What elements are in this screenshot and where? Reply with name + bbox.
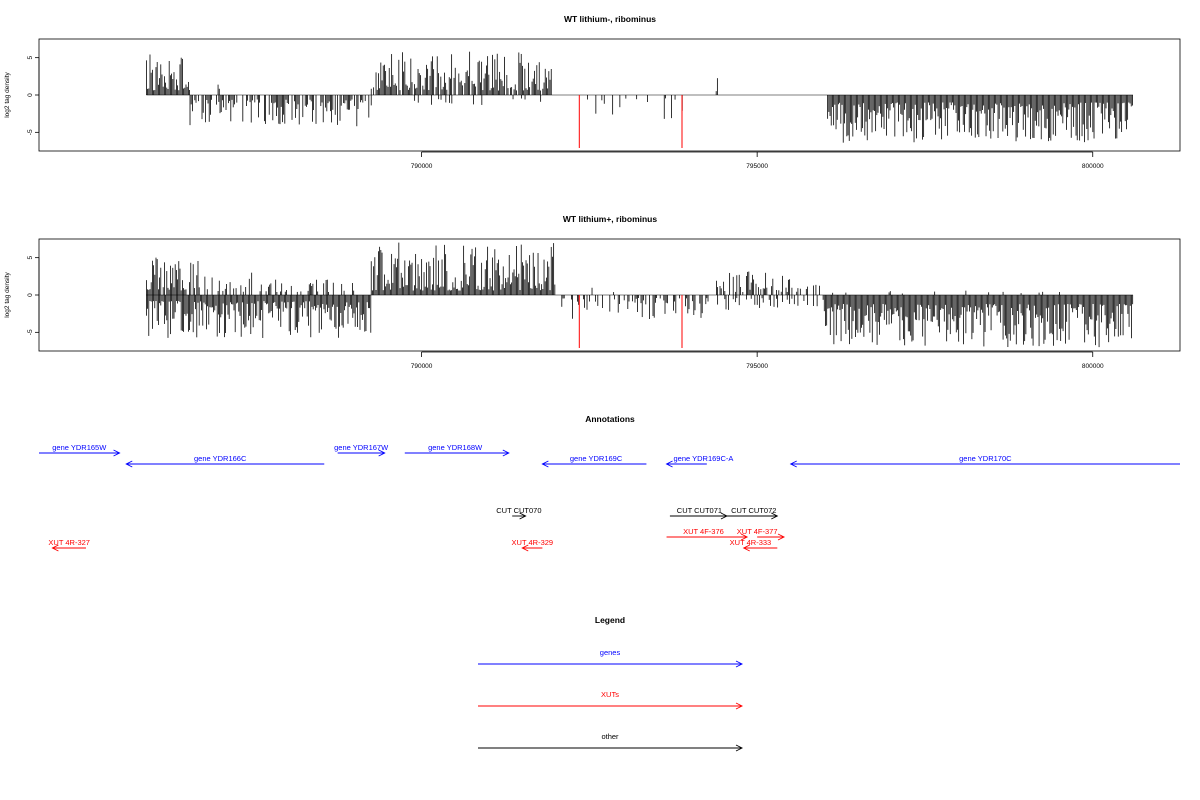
feature-xut: XUT 4F-376 [666, 527, 749, 541]
feature-other: CUT CUT070 [496, 506, 542, 520]
feature-arrow-arrowhead [51, 544, 59, 552]
feature-arrow-arrowhead [541, 460, 549, 468]
y-tick-label: -5 [27, 329, 34, 335]
panel-1-axes: 5 0 -5 790000 795000 800000 [27, 55, 1104, 170]
feature-label: CUT CUT072 [731, 506, 776, 515]
feature-label: gene YDR169C-A [674, 454, 734, 463]
feature-label: XUT 4F-377 [737, 527, 778, 536]
x-tick-label: 795000 [746, 163, 768, 170]
panel-2: WT lithium+, ribominus log2 tag density … [4, 214, 1181, 370]
feature-label: gene YDR167W [334, 443, 389, 452]
feature-xut: XUT 4F-377 [737, 527, 786, 541]
feature-label: XUT 4R-333 [730, 538, 772, 547]
feature-label: gene YDR170C [959, 454, 1012, 463]
legend-arrow-arrowhead [735, 660, 744, 668]
feature-label: gene YDR169C [570, 454, 623, 463]
feature-label: XUT 4F-376 [683, 527, 724, 536]
feature-other: CUT CUT072 [726, 506, 779, 520]
feature-xut: XUT 4R-327 [48, 538, 90, 552]
legend-label: genes [600, 648, 621, 657]
feature-gene: gene YDR170C [789, 454, 1180, 468]
legend-item-other: other [478, 732, 744, 752]
feature-arrow-arrowhead [665, 460, 673, 468]
feature-label: gene YDR165W [52, 443, 107, 452]
feature-arrow-arrowhead [113, 449, 121, 457]
feature-xut: XUT 4R-333 [730, 538, 778, 552]
feature-xut: XUT 4R-329 [512, 538, 554, 552]
feature-label: gene YDR168W [428, 443, 483, 452]
legend-arrow-arrowhead [735, 702, 744, 710]
legend-items: genes XUTs other [478, 648, 744, 752]
y-tick-label: 5 [27, 55, 34, 59]
x-tick-label: 800000 [1082, 363, 1104, 370]
y-tick-label: 5 [27, 255, 34, 259]
feature-label: CUT CUT071 [677, 506, 722, 515]
panel-1-title: WT lithium-, ribominus [564, 14, 656, 24]
x-tick-label: 790000 [411, 363, 433, 370]
annotations-title: Annotations [585, 414, 635, 424]
legend-label: XUTs [601, 690, 619, 699]
panel-1: WT lithium-, ribominus log2 tag density … [4, 14, 1181, 170]
feature-label: XUT 4R-329 [512, 538, 554, 547]
x-tick-label: 800000 [1082, 163, 1104, 170]
legend-arrow-arrowhead [735, 744, 744, 752]
panel-2-bars [145, 242, 1134, 349]
panel-2-axes: 5 0 -5 790000 795000 800000 [27, 255, 1104, 370]
feature-arrow-arrowhead [740, 533, 749, 541]
panel-2-title: WT lithium+, ribominus [563, 214, 657, 224]
y-tick-label: 0 [27, 293, 34, 297]
y-tick-label: 0 [27, 93, 34, 97]
x-tick-label: 790000 [411, 163, 433, 170]
feature-other: CUT CUT071 [669, 506, 728, 520]
feature-gene: gene YDR167W [334, 443, 389, 457]
feature-arrow-arrowhead [125, 460, 133, 468]
feature-label: XUT 4R-327 [48, 538, 90, 547]
panel-1-ylabel: log2 tag density [4, 71, 11, 117]
legend-label: other [601, 732, 619, 741]
y-tick-label: -5 [27, 129, 34, 135]
panel-1-bars [145, 51, 1134, 149]
feature-gene: gene YDR169C [541, 454, 647, 468]
feature-arrow-arrowhead [777, 533, 786, 541]
feature-gene: gene YDR166C [125, 454, 325, 468]
feature-arrow-arrowhead [789, 460, 797, 468]
legend-item-xut: XUTs [478, 690, 744, 710]
feature-arrow-arrowhead [771, 512, 779, 520]
feature-gene: gene YDR169C-A [665, 454, 734, 468]
feature-label: gene YDR166C [194, 454, 247, 463]
feature-arrow-arrowhead [521, 544, 529, 552]
feature-label: CUT CUT070 [496, 506, 541, 515]
annotation-features: gene YDR165W gene YDR166C gene YDR167W gene… [39, 443, 1180, 552]
feature-arrow-arrowhead [378, 449, 386, 457]
feature-arrow-arrowhead [502, 449, 510, 457]
x-tick-label: 795000 [746, 363, 768, 370]
feature-gene: gene YDR168W [404, 443, 510, 457]
legend-item-gene: genes [478, 648, 744, 668]
panel-2-ylabel: log2 tag density [4, 271, 11, 317]
legend-title: Legend [595, 615, 625, 625]
feature-arrow-arrowhead [519, 512, 527, 520]
legend-panel: Legend genes XUTs other [478, 615, 744, 752]
feature-arrow-arrowhead [742, 544, 750, 552]
feature-gene: gene YDR165W [39, 443, 121, 457]
